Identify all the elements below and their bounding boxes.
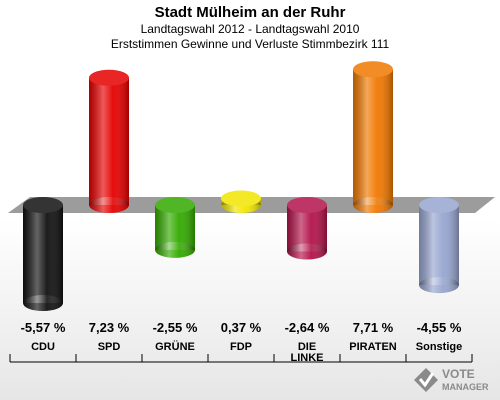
category-label-spd: SPD: [98, 341, 121, 353]
value-label-piraten: 7,71 %: [353, 320, 394, 335]
bar-sonstige: [419, 197, 459, 294]
bar-cdu: [23, 197, 63, 312]
value-label-grüne: -2,55 %: [153, 320, 198, 335]
logo-text-vote: VOTE: [442, 367, 475, 381]
chart-title: Stadt Mülheim an der Ruhr: [154, 4, 346, 21]
ballot-check-icon: [414, 368, 438, 392]
category-label-sonstige: Sonstige: [416, 341, 462, 353]
chart-subtitle-1: Landtagswahl 2012 - Landtagswahl 2010: [140, 22, 360, 36]
bar-die-linke: [287, 197, 327, 260]
value-label-fdp: 0,37 %: [221, 320, 262, 335]
bar-grüne: [155, 197, 195, 258]
category-label-die-linke: DIE LINKE: [291, 341, 324, 364]
vote-manager-logo: VOTE MANAGER: [414, 367, 489, 392]
category-label-cdu: CDU: [31, 341, 55, 353]
bar-piraten: [353, 61, 393, 213]
chart-titles: Stadt Mülheim an der Ruhr Landtagswahl 2…: [0, 4, 500, 52]
value-label-sonstige: -4,55 %: [417, 320, 462, 335]
bar-spd: [89, 69, 129, 213]
value-label-spd: 7,23 %: [89, 320, 130, 335]
chart-subtitle-2: Erststimmen Gewinne und Verluste Stimmbe…: [110, 37, 390, 51]
bar-fdp: [221, 190, 261, 213]
value-label-cdu: -5,57 %: [21, 320, 66, 335]
value-label-die-linke: -2,64 %: [285, 320, 330, 335]
category-label-piraten: PIRATEN: [349, 341, 397, 353]
logo-text-manager: MANAGER: [442, 382, 489, 392]
category-label-grüne: GRÜNE: [155, 340, 195, 353]
category-label-fdp: FDP: [230, 341, 252, 353]
